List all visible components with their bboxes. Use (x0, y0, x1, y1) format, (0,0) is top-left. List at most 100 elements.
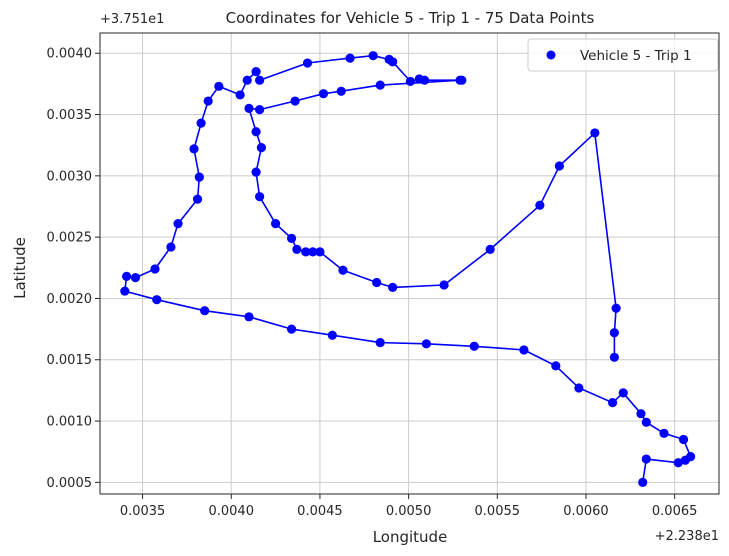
data-point (189, 144, 199, 154)
data-point (152, 295, 162, 305)
x-tick-label: 0.0050 (386, 504, 432, 519)
data-point (301, 247, 311, 257)
y-tick-label: 0.0010 (47, 415, 93, 430)
legend-marker (546, 50, 556, 60)
data-points (120, 51, 696, 487)
data-point (686, 452, 696, 462)
data-point (302, 58, 313, 68)
data-point (638, 477, 648, 487)
data-point (636, 409, 646, 419)
legend-label: Vehicle 5 - Trip 1 (580, 48, 692, 64)
data-point (551, 361, 561, 371)
y-ticks: 0.0005 0.0010 0.0015 0.0020 0.0025 0.0030 0.00… (47, 47, 100, 491)
x-tick-label: 0.0040 (208, 504, 254, 519)
data-point (590, 128, 600, 138)
data-point (338, 265, 348, 275)
data-point (485, 244, 495, 255)
data-point (255, 75, 265, 85)
data-point (554, 161, 564, 171)
data-point (256, 143, 267, 153)
y-tick-label: 0.0030 (47, 169, 93, 184)
data-point (641, 417, 651, 427)
data-point (375, 80, 385, 90)
data-point (270, 219, 281, 229)
y-tick-label: 0.0020 (47, 292, 93, 307)
data-point (308, 247, 318, 257)
data-point (609, 328, 619, 338)
data-point (388, 57, 398, 67)
data-point (286, 324, 297, 334)
data-point (535, 200, 545, 210)
y-axis-label: Latitude (11, 237, 29, 299)
data-point (421, 339, 431, 349)
data-point (130, 272, 141, 283)
data-point (455, 75, 465, 85)
data-point (235, 90, 245, 100)
data-point (439, 280, 449, 290)
x-tick-label: 0.0035 (120, 504, 166, 519)
data-point (173, 219, 183, 229)
x-tick-label: 0.0055 (475, 504, 521, 519)
data-point (192, 194, 203, 204)
data-point (405, 76, 415, 87)
data-point (673, 458, 683, 468)
data-point (609, 352, 619, 362)
legend: Vehicle 5 - Trip 1 (527, 38, 719, 72)
y-tick-label: 0.0025 (47, 231, 93, 246)
legend-box (527, 38, 719, 72)
data-point (244, 312, 254, 322)
data-point (290, 96, 300, 106)
data-point (242, 75, 252, 85)
data-point (251, 67, 261, 77)
data-point (678, 434, 689, 445)
data-point (659, 428, 669, 438)
data-point (618, 388, 628, 398)
x-axis-label: Longitude (373, 528, 448, 546)
data-point (251, 167, 261, 177)
data-point (120, 286, 130, 296)
data-point (166, 242, 176, 252)
data-point (318, 89, 329, 99)
y-tick-label: 0.0040 (47, 47, 93, 62)
data-point (292, 244, 302, 255)
data-point (388, 282, 398, 293)
data-point (611, 303, 621, 313)
data-point (255, 192, 265, 202)
data-point (200, 306, 210, 316)
y-tick-label: 0.0005 (47, 476, 93, 491)
data-point (375, 337, 385, 348)
x-tick-label: 0.0060 (563, 504, 609, 519)
data-point (251, 127, 261, 137)
data-point (122, 271, 132, 281)
data-point (327, 330, 337, 340)
data-point (150, 264, 160, 274)
data-point (336, 86, 346, 96)
data-point (345, 53, 355, 63)
y-offset-label: +3.751e1 (100, 12, 164, 27)
x-ticks: 0.0035 0.0040 0.0045 0.0050 0.0055 0.0060 0.00… (120, 494, 698, 519)
data-point (368, 51, 378, 61)
data-point (469, 341, 479, 351)
data-point (214, 81, 224, 91)
data-point (203, 96, 213, 106)
data-point (244, 103, 254, 114)
y-tick-label: 0.0035 (47, 108, 93, 123)
chart-title: Coordinates for Vehicle 5 - Trip 1 - 75 … (226, 9, 595, 27)
x-tick-label: 0.0045 (297, 504, 343, 519)
axes-frame (99, 32, 720, 495)
data-point (255, 105, 265, 115)
data-point (519, 345, 529, 355)
data-point (641, 454, 651, 464)
data-point (315, 247, 325, 257)
x-tick-label: 0.0065 (652, 504, 698, 519)
x-offset-label: +2.238e1 (655, 529, 719, 544)
data-point (607, 398, 618, 408)
data-point (196, 118, 206, 128)
data-point (574, 383, 584, 393)
data-point (194, 172, 204, 182)
y-tick-label: 0.0015 (47, 353, 93, 368)
data-point (419, 75, 430, 85)
data-point (372, 277, 382, 288)
data-point (286, 233, 297, 243)
